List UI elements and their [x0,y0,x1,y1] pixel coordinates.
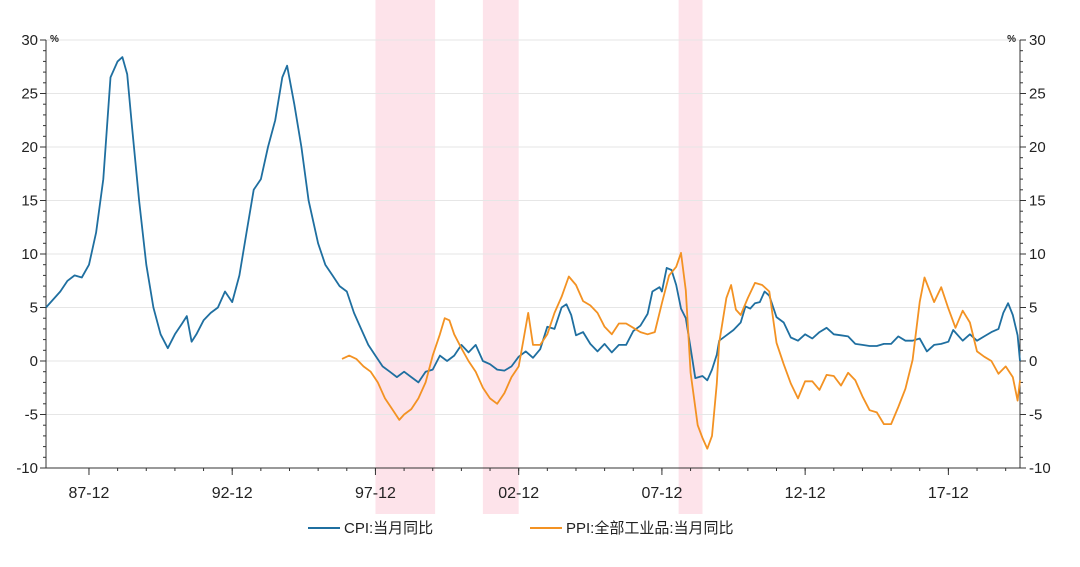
y-tick-label-right: 25 [1029,86,1046,103]
shaded-periods [375,0,703,514]
shaded-period [482,0,519,514]
legend-label: PPI:全部工业品:当月同比 [566,519,734,537]
axes: -10 -10 -5 -5 0 0 5 5 10 10 15 15 20 20 25 25 30 30% % 87-1… [16,32,1050,502]
y-tick-label-left: -5 [25,407,38,424]
x-tick-label: 02-12 [498,485,539,502]
legend: CPI:当月同比 PPI:全部工业品:当月同比 [308,519,734,537]
y-tick-label-right: 5 [1029,300,1037,317]
y-tick-label-right: 15 [1029,193,1046,210]
x-tick-label: 97-12 [355,485,396,502]
y-tick-label-right: -10 [1029,460,1051,477]
x-tick-label: 12-12 [785,485,826,502]
ppi-series-line [341,251,1021,450]
y-tick-label-right: -5 [1029,407,1042,424]
cpi-series-line [45,56,1021,384]
y-tick-label-left: 30 [21,32,38,49]
y-tick-label-left: 25 [21,86,38,103]
gridlines [46,39,1020,469]
y-tick-label-right: 0 [1029,353,1037,370]
y-tick-label-right: 30 [1029,32,1046,49]
y-unit-label-right: % [1007,34,1016,45]
y-tick-label-left: 0 [30,353,38,370]
y-tick-label-left: -10 [16,460,38,477]
shaded-period [678,0,703,514]
shaded-period [375,0,436,514]
y-tick-label-left: 20 [21,139,38,156]
y-tick-label-right: 10 [1029,246,1046,263]
y-tick-label-left: 15 [21,193,38,210]
legend-label: CPI:当月同比 [344,520,433,537]
x-tick-label: 92-12 [212,485,253,502]
y-tick-label-left: 5 [30,300,38,317]
x-tick-label: 17-12 [928,485,969,502]
x-tick-label: 87-12 [69,485,110,502]
y-tick-label-right: 20 [1029,139,1046,156]
series-layer [45,56,1021,450]
x-tick-label: 07-12 [641,485,682,502]
y-tick-label-left: 10 [21,246,38,263]
y-unit-label-left: % [50,34,59,45]
